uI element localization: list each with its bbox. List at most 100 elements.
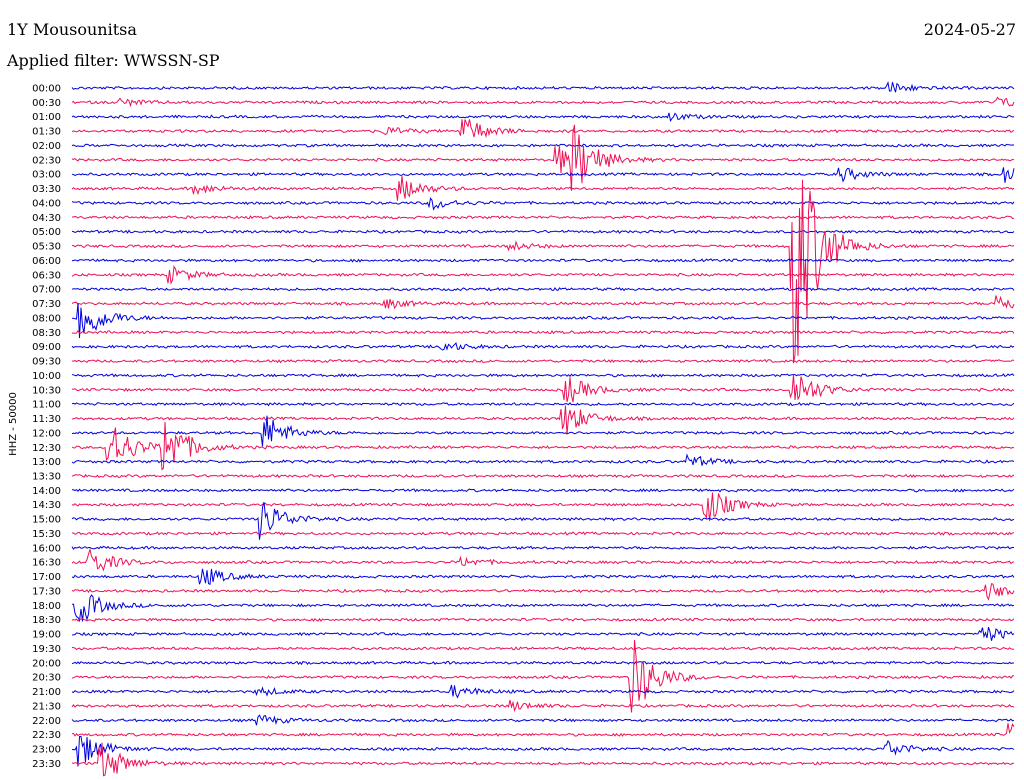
time-tick-label: 11:00: [32, 400, 61, 411]
trace-0600: [71, 258, 1015, 263]
time-tick-label: 19:30: [32, 644, 61, 655]
trace-2030: [71, 640, 1014, 713]
time-tick-labels: 00:00 00:30 01:00 01:30 02:00 02:30 03:00 03:30…: [32, 84, 61, 770]
trace-1700: [71, 568, 1015, 586]
trace-0700: [71, 286, 1015, 292]
time-tick-label: 06:30: [32, 270, 61, 281]
time-tick-label: 22:00: [32, 716, 61, 727]
time-tick-label: 06:00: [32, 256, 61, 267]
time-tick-label: 03:00: [32, 170, 61, 181]
trace-0830: [71, 329, 1015, 335]
time-tick-label: 03:30: [32, 184, 61, 195]
time-tick-label: 23:30: [32, 759, 61, 770]
time-tick-label: 21:00: [32, 687, 61, 698]
trace-1000: [71, 373, 1015, 378]
trace-0130: [71, 119, 1015, 139]
trace-1330: [71, 473, 1015, 479]
time-tick-label: 02:30: [32, 155, 61, 166]
trace-0530: [71, 179, 1015, 364]
time-tick-label: 00:30: [32, 98, 61, 109]
trace-0400: [71, 197, 1015, 211]
trace-0000: [71, 81, 1015, 93]
time-tick-label: 18:00: [32, 601, 61, 612]
trace-2130: [71, 699, 1015, 713]
trace-0430: [71, 215, 1015, 220]
time-tick-label: 09:30: [32, 357, 61, 368]
trace-1300: [71, 453, 1015, 466]
time-tick-label: 07:30: [32, 299, 61, 310]
trace-1100: [71, 401, 1015, 407]
time-tick-label: 10:00: [32, 371, 61, 382]
time-tick-label: 04:00: [32, 198, 61, 209]
station-title: 1Y Mousounitsa: [7, 20, 137, 39]
date-label: 2024-05-27: [923, 20, 1016, 39]
time-tick-label: 08:00: [32, 313, 61, 324]
trace-0730: [71, 295, 1015, 310]
time-tick-label: 02:00: [32, 141, 61, 152]
trace-1430: [71, 492, 1015, 521]
time-tick-label: 22:30: [32, 730, 61, 741]
time-tick-label: 15:30: [32, 529, 61, 540]
time-tick-label: 17:30: [32, 586, 61, 597]
trace-1200: [71, 415, 1015, 447]
time-tick-label: 20:30: [32, 673, 61, 684]
time-tick-label: 13:30: [32, 471, 61, 482]
time-tick-label: 08:30: [32, 328, 61, 339]
trace-1230: [71, 421, 1015, 471]
time-tick-label: 01:00: [32, 112, 61, 123]
time-tick-label: 10:30: [32, 385, 61, 396]
time-tick-label: 14:30: [32, 500, 61, 511]
trace-2100: [71, 684, 1015, 699]
seismic-traces: [71, 81, 1015, 777]
trace-1930: [71, 646, 1014, 651]
trace-0900: [71, 342, 1015, 351]
trace-0930: [71, 358, 1015, 364]
trace-0200: [71, 143, 1015, 148]
trace-1900: [71, 626, 1015, 641]
trace-0030: [71, 96, 1015, 108]
trace-1730: [71, 583, 1015, 601]
time-tick-label: 17:00: [32, 572, 61, 583]
y-axis-label: HHZ - 50000: [8, 392, 19, 456]
time-tick-label: 16:30: [32, 558, 61, 569]
trace-2000: [71, 660, 1014, 666]
time-tick-label: 09:00: [32, 342, 61, 353]
trace-1630: [71, 547, 1015, 572]
trace-1400: [72, 488, 1015, 493]
trace-1800: [72, 594, 1015, 623]
time-tick-label: 01:30: [32, 127, 61, 138]
trace-0500: [71, 229, 1015, 234]
time-tick-label: 07:00: [32, 285, 61, 296]
time-tick-label: 13:00: [32, 457, 61, 468]
time-tick-label: 12:30: [32, 443, 61, 454]
time-tick-label: 19:00: [32, 630, 61, 641]
trace-1500: [71, 501, 1015, 540]
time-tick-label: 15:00: [32, 515, 61, 526]
time-tick-label: 12:00: [32, 428, 61, 439]
trace-1130: [71, 405, 1015, 435]
time-tick-label: 14:00: [32, 486, 61, 497]
time-tick-label: 05:00: [32, 227, 61, 238]
time-tick-label: 18:30: [32, 615, 61, 626]
trace-2200: [71, 714, 1015, 726]
time-tick-label: 23:00: [32, 745, 61, 756]
trace-0800: [71, 303, 1015, 339]
trace-0230: [71, 124, 1015, 191]
trace-0100: [71, 112, 1015, 123]
time-tick-label: 21:30: [32, 701, 61, 712]
trace-1030: [71, 374, 1015, 403]
trace-0330: [71, 175, 1015, 201]
trace-1600: [71, 545, 1015, 550]
trace-0300: [71, 167, 1015, 183]
trace-0630: [71, 265, 1015, 285]
trace-2300: [71, 735, 1015, 767]
trace-2230: [71, 723, 1015, 737]
time-tick-label: 04:30: [32, 213, 61, 224]
filter-label: Applied filter: WWSSN-SP: [7, 51, 220, 70]
time-tick-label: 16:00: [32, 543, 61, 554]
time-tick-label: 00:00: [32, 84, 61, 95]
time-tick-label: 20:00: [32, 658, 61, 669]
trace-2330: [71, 742, 1015, 777]
time-tick-label: 11:30: [32, 414, 61, 425]
